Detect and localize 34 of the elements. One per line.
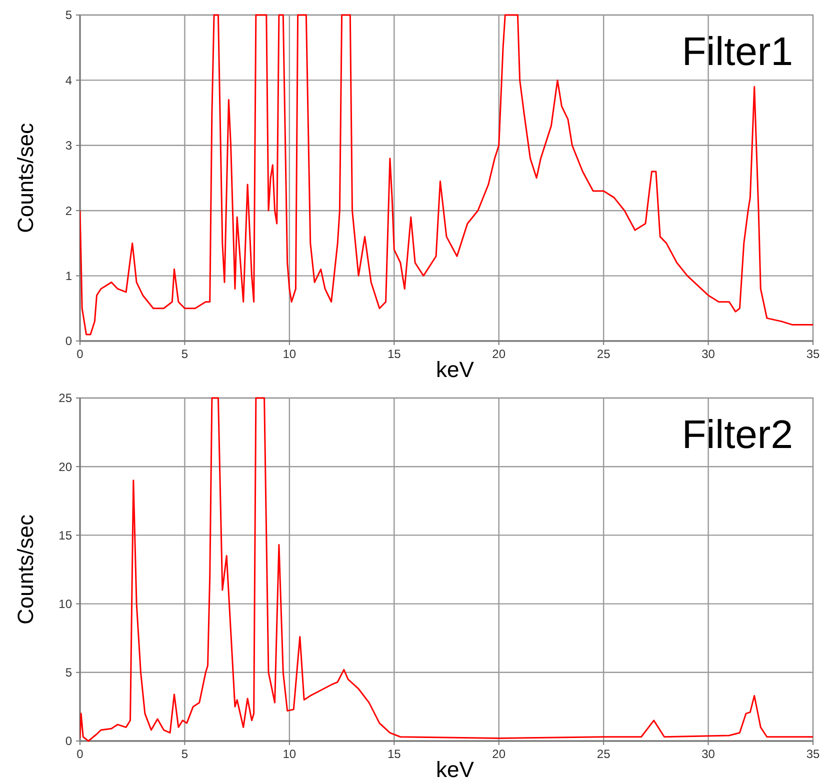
y-tick-label: 4 [65, 73, 72, 88]
x-axis-title: keV [436, 757, 474, 782]
y-tick-label: 2 [65, 204, 72, 218]
y-tick-label: 10 [58, 597, 72, 611]
chart-title: Filter1 [682, 30, 793, 74]
x-tick-label: 0 [76, 747, 84, 761]
x-tick-label: 20 [492, 747, 506, 761]
y-axis-title: Counts/sec [13, 122, 38, 234]
y-tick-label: 3 [65, 138, 72, 153]
x-axis-title: keV [436, 357, 474, 382]
y-tick-label: 1 [65, 269, 72, 283]
chart-title: Filter2 [682, 413, 793, 457]
y-tick-label: 5 [65, 666, 72, 680]
y-tick-label: 20 [58, 460, 72, 474]
y-tick-label: 5 [65, 8, 72, 22]
x-tick-label: 15 [387, 347, 402, 361]
x-tick-label: 0 [76, 347, 84, 361]
y-tick-label: 15 [58, 528, 72, 542]
x-tick-label: 30 [702, 347, 716, 361]
y-tick-label: 25 [58, 391, 72, 406]
x-tick-label: 35 [806, 747, 820, 761]
y-axis-title: Counts/sec [13, 514, 38, 625]
x-tick-label: 35 [806, 347, 820, 361]
x-tick-label: 25 [596, 347, 611, 361]
y-tick-label: 0 [65, 334, 72, 348]
x-tick-label: 30 [702, 747, 716, 761]
x-tick-label: 10 [282, 747, 296, 761]
x-tick-label: 5 [181, 747, 188, 761]
x-tick-label: 5 [181, 347, 188, 361]
x-tick-label: 15 [387, 747, 402, 761]
y-tick-label: 0 [65, 734, 72, 748]
x-tick-label: 25 [596, 747, 611, 761]
x-tick-label: 20 [492, 347, 506, 361]
x-tick-label: 10 [282, 347, 296, 361]
